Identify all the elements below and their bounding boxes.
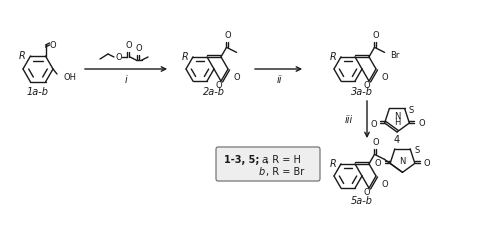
Text: S: S (414, 146, 420, 155)
Text: 1a-b: 1a-b (27, 87, 49, 97)
Text: O: O (372, 31, 379, 40)
Text: H: H (394, 118, 400, 126)
Text: a: a (259, 154, 268, 164)
Text: O: O (233, 73, 239, 82)
Text: 1-3, 5;: 1-3, 5; (224, 154, 260, 164)
Text: iii: iii (345, 115, 353, 125)
Text: O: O (136, 44, 142, 53)
Text: Br: Br (390, 51, 400, 60)
Text: OH: OH (63, 72, 76, 81)
Text: , R = H: , R = H (266, 154, 301, 164)
Text: R: R (329, 52, 336, 62)
Text: i: i (124, 75, 128, 85)
Text: 5a-b: 5a-b (351, 195, 373, 205)
Text: b: b (259, 166, 265, 176)
Text: 2a-b: 2a-b (203, 87, 225, 97)
Text: ii: ii (276, 75, 282, 85)
Text: O: O (370, 119, 376, 128)
Text: S: S (408, 106, 414, 115)
Text: O: O (418, 118, 425, 127)
FancyBboxPatch shape (216, 147, 320, 181)
Text: O: O (224, 31, 231, 40)
Text: N: N (394, 112, 400, 121)
Text: O: O (381, 73, 388, 82)
Text: O: O (424, 158, 430, 167)
Text: R: R (329, 158, 336, 168)
Text: O: O (363, 81, 370, 90)
Text: O: O (116, 52, 122, 61)
Text: , R = Br: , R = Br (266, 166, 304, 176)
Text: O: O (49, 40, 56, 49)
Text: O: O (215, 81, 222, 90)
Text: R: R (181, 52, 188, 62)
Text: 3a-b: 3a-b (351, 87, 373, 97)
Text: O: O (374, 158, 381, 167)
Text: 4: 4 (394, 134, 400, 144)
Text: R: R (19, 51, 26, 61)
Text: O: O (363, 187, 370, 196)
Text: O: O (372, 138, 379, 147)
Text: O: O (126, 41, 132, 50)
Text: N: N (400, 157, 406, 166)
Text: O: O (381, 179, 388, 188)
